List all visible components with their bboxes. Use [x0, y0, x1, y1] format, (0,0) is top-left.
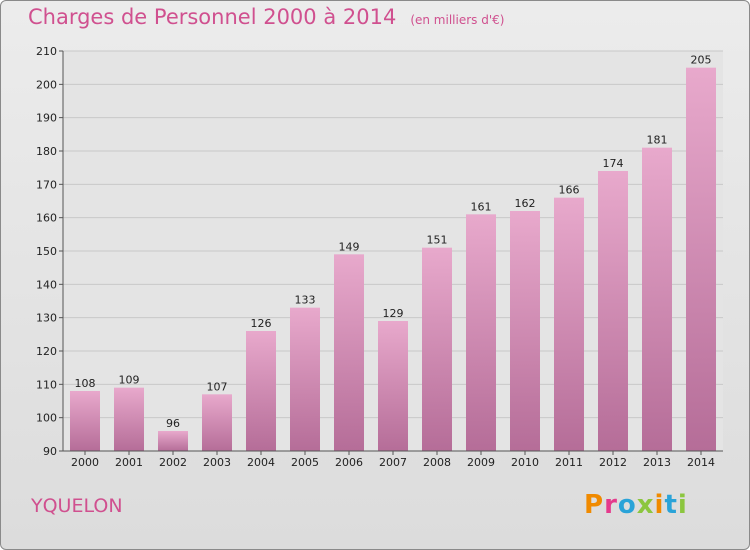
bar [70, 391, 100, 451]
y-axis-ticks: 90 100 110 120 130 140 150 160 170 180 190 200 210 [36, 45, 63, 458]
proxiti-logo[interactable]: Proxiti [584, 490, 688, 520]
bar-value-label: 151 [427, 234, 448, 247]
y-tick-label: 160 [36, 212, 57, 225]
x-tick-label: 2006 [335, 456, 363, 469]
x-tick-label: 2013 [643, 456, 671, 469]
x-tick-label: 2002 [159, 456, 187, 469]
bar [510, 211, 540, 451]
y-tick-label: 120 [36, 345, 57, 358]
bar-value-label: 162 [515, 197, 536, 210]
y-tick-label: 180 [36, 145, 57, 158]
x-tick-label: 2005 [291, 456, 319, 469]
bar [422, 247, 452, 451]
x-tick-label: 2000 [71, 456, 99, 469]
y-tick-label: 100 [36, 412, 57, 425]
logo-letter: i [677, 490, 688, 520]
y-tick-label: 190 [36, 112, 57, 125]
bar [158, 431, 188, 451]
chart-title: Charges de Personnel 2000 à 2014 (en mill… [28, 5, 504, 29]
bar [334, 254, 364, 451]
bar [642, 147, 672, 451]
logo-letter: i [654, 490, 665, 520]
logo-letter: x [636, 490, 655, 520]
logo-letter: P [584, 490, 605, 520]
bar-value-label: 174 [603, 157, 624, 170]
bar-value-label: 161 [471, 200, 492, 213]
bar-value-label: 129 [383, 307, 404, 320]
bar-value-label: 166 [559, 184, 580, 197]
y-tick-label: 140 [36, 278, 57, 291]
x-tick-label: 2008 [423, 456, 451, 469]
bar-value-label: 133 [295, 294, 316, 307]
y-tick-label: 90 [43, 445, 57, 458]
title-text: Charges de Personnel 2000 à 2014 [28, 5, 397, 29]
bar [554, 197, 584, 451]
x-axis-ticks: 2000 2001 2002 2003 2004 2005 2006 2007 2008 2009… [71, 451, 715, 469]
x-tick-label: 2014 [687, 456, 715, 469]
bar-value-label: 149 [339, 240, 360, 253]
bar-value-label: 205 [691, 54, 712, 67]
bar [686, 67, 716, 452]
y-tick-label: 110 [36, 378, 57, 391]
bar [246, 331, 276, 451]
x-tick-label: 2004 [247, 456, 275, 469]
y-tick-label: 150 [36, 245, 57, 258]
logo-letter: t [664, 490, 678, 520]
logo-letter: r [604, 490, 618, 520]
x-tick-label: 2012 [599, 456, 627, 469]
x-tick-label: 2009 [467, 456, 495, 469]
bar [466, 214, 496, 451]
chart-subtitle: (en milliers d'€) [410, 13, 505, 27]
x-tick-label: 2011 [555, 456, 583, 469]
bar-value-label: 181 [647, 134, 668, 147]
commune-name: YQUELON [31, 495, 123, 517]
bar-value-label: 109 [119, 374, 140, 387]
x-tick-label: 2010 [511, 456, 539, 469]
logo-letter: o [617, 490, 637, 520]
bar [378, 321, 408, 451]
bar [202, 394, 232, 451]
bar-value-label: 96 [166, 417, 180, 430]
bar-value-label: 107 [207, 380, 228, 393]
x-tick-label: 2001 [115, 456, 143, 469]
y-tick-label: 210 [36, 45, 57, 58]
bar-value-label: 126 [251, 317, 272, 330]
y-tick-label: 200 [36, 78, 57, 91]
bar [598, 171, 628, 451]
y-tick-label: 170 [36, 178, 57, 191]
y-tick-label: 130 [36, 312, 57, 325]
bar [114, 387, 144, 451]
bar [290, 307, 320, 451]
bars: 108 109 96 107 126 133 149 129 151 161 162 166 174 18… [70, 54, 716, 452]
bar-value-label: 108 [75, 377, 96, 390]
x-tick-label: 2007 [379, 456, 407, 469]
x-tick-label: 2003 [203, 456, 231, 469]
